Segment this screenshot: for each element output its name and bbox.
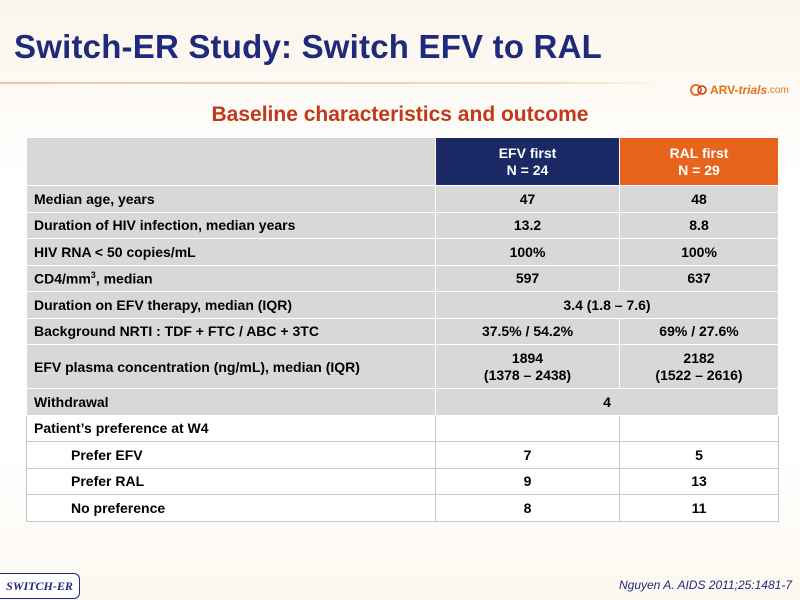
table-row: CD4/mm3, median 597 637 <box>26 264 779 292</box>
table-row: EFV plasma concentration (ng/mL), median… <box>26 344 779 389</box>
row-label: Duration of HIV infection, median years <box>26 211 436 239</box>
cell-combined: 4 <box>435 388 779 416</box>
title-divider <box>0 82 670 84</box>
cd4-superscript: 3 <box>90 269 96 280</box>
table-header-row: EFV first N = 24 RAL first N = 29 <box>26 137 779 186</box>
cell-efv: 100% <box>435 238 620 266</box>
cell-ral: 2182 (1522 – 2616) <box>619 344 779 389</box>
table-row: No preference 8 11 <box>26 494 779 522</box>
cell-ral: 48 <box>619 185 779 213</box>
logo-swirl-icon <box>690 84 707 96</box>
row-label: Prefer EFV <box>26 441 436 469</box>
cell-ral: 8.8 <box>619 211 779 239</box>
cell-efv: 47 <box>435 185 620 213</box>
slide-title: Switch-ER Study: Switch EFV to RAL <box>14 28 602 65</box>
table-row: HIV RNA < 50 copies/mL 100% 100% <box>26 238 779 266</box>
cell-ral: 5 <box>619 441 779 469</box>
cell-efv: 597 <box>435 264 620 292</box>
row-label: Prefer RAL <box>26 467 436 495</box>
row-label: Background NRTI : TDF + FTC / ABC + 3TC <box>26 317 436 345</box>
row-label: HIV RNA < 50 copies/mL <box>26 238 436 266</box>
table-row: Duration on EFV therapy, median (IQR) 3.… <box>26 291 779 319</box>
cell-ral-median: 2182 <box>683 349 715 366</box>
logo-text-arv: ARV- <box>710 83 739 97</box>
row-label: CD4/mm3, median <box>26 264 436 292</box>
table-row: Patient’s preference at W4 <box>26 414 779 442</box>
row-label: Median age, years <box>26 185 436 213</box>
table-row: Duration of HIV infection, median years … <box>26 211 779 239</box>
cell-efv: 13.2 <box>435 211 620 239</box>
cell-efv-median: 1894 <box>511 349 544 366</box>
cell-efv: 8 <box>435 494 620 522</box>
cell-ral: 100% <box>619 238 779 266</box>
cell-efv: 7 <box>435 441 620 469</box>
cell-ral <box>619 414 779 442</box>
row-label: Withdrawal <box>26 388 436 416</box>
cell-efv: 9 <box>435 467 620 495</box>
cell-efv: 1894 (1378 – 2438) <box>435 344 620 389</box>
cell-ral: 13 <box>619 467 779 495</box>
table-row: Median age, years 47 48 <box>26 185 779 213</box>
header-efv-first: EFV first N = 24 <box>435 137 620 186</box>
cell-ral: 11 <box>619 494 779 522</box>
logo-text-com: .com <box>767 84 789 96</box>
row-label: No preference <box>26 494 436 522</box>
header-efv-label: EFV first <box>498 144 557 161</box>
cell-efv-iqr: (1378 – 2438) <box>483 366 572 383</box>
logo-text-trials: trials <box>738 83 768 97</box>
table-row: Prefer EFV 7 5 <box>26 441 779 469</box>
study-tag: SWITCH-ER <box>0 573 80 599</box>
cell-efv: 37.5% / 54.2% <box>435 317 620 345</box>
header-ral-label: RAL first <box>669 144 729 161</box>
row-label: Duration on EFV therapy, median (IQR) <box>26 291 436 319</box>
row-label: Patient’s preference at W4 <box>26 414 436 442</box>
cd4-label-text: CD4/mm <box>34 270 91 287</box>
cell-efv <box>435 414 620 442</box>
cd4-label-suffix: , median <box>95 270 153 287</box>
header-ral-first: RAL first N = 29 <box>619 137 779 186</box>
table-row: Background NRTI : TDF + FTC / ABC + 3TC … <box>26 317 779 345</box>
table-subtitle: Baseline characteristics and outcome <box>211 103 589 126</box>
table-row: Prefer RAL 9 13 <box>26 467 779 495</box>
header-ral-n: N = 29 <box>678 161 720 178</box>
header-blank-cell <box>26 137 436 186</box>
citation: Nguyen A. AIDS 2011;25:1481-7 <box>618 578 792 592</box>
cell-ral-iqr: (1522 – 2616) <box>655 366 743 383</box>
header-efv-n: N = 24 <box>506 161 549 178</box>
cell-ral: 69% / 27.6% <box>619 317 779 345</box>
cell-combined: 3.4 (1.8 – 7.6) <box>435 291 779 319</box>
cell-ral: 637 <box>619 264 779 292</box>
row-label: EFV plasma concentration (ng/mL), median… <box>26 344 436 389</box>
baseline-table: EFV first N = 24 RAL first N = 29 Median… <box>26 137 779 522</box>
table-row: Withdrawal 4 <box>26 388 779 416</box>
arv-trials-logo: ARV-trials .com <box>690 80 789 100</box>
